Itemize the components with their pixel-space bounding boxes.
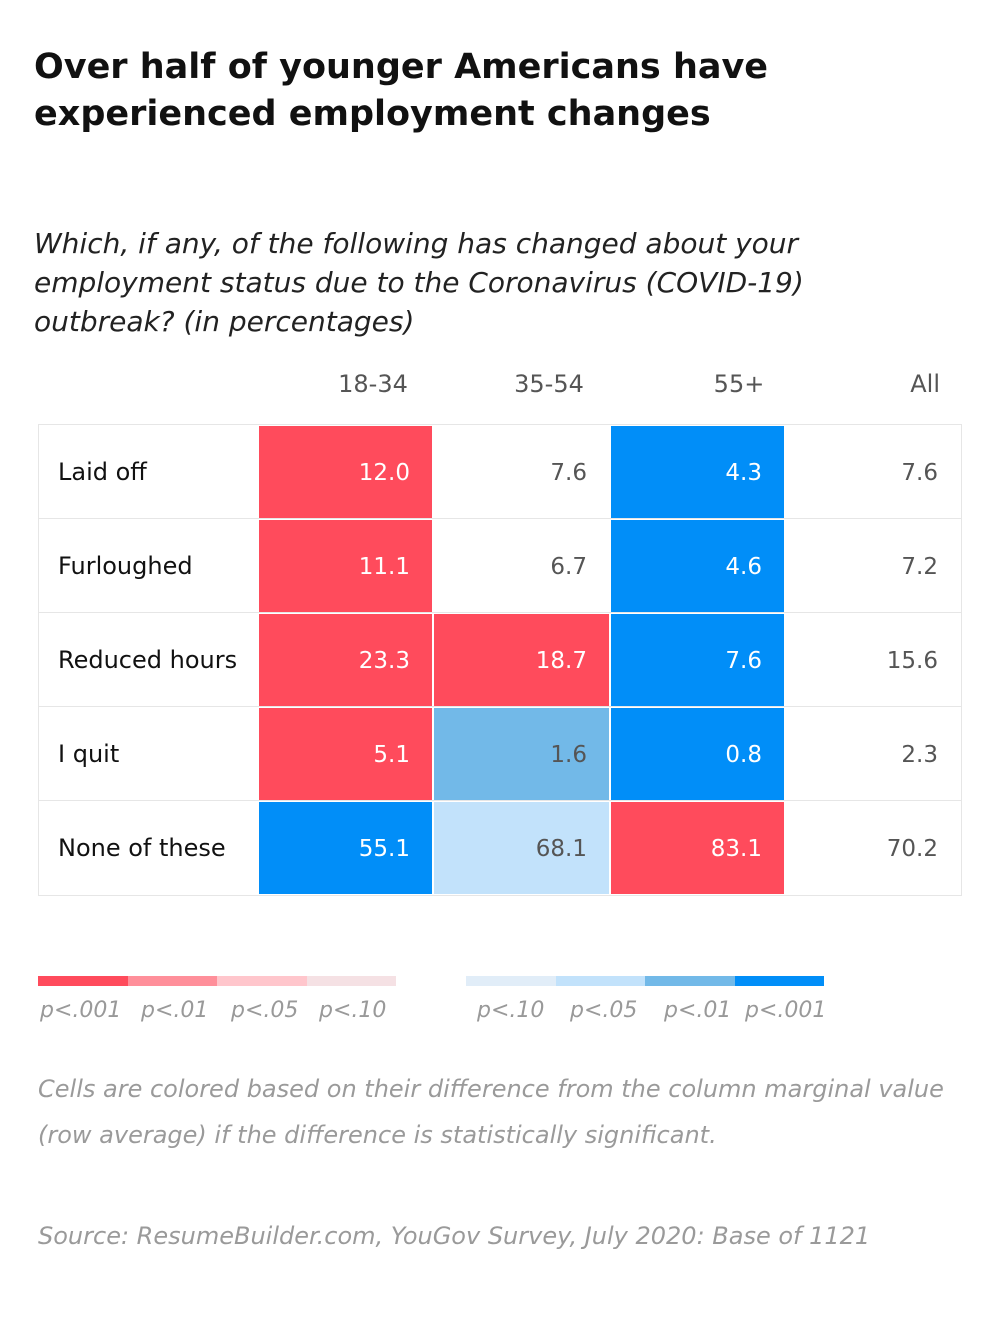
table-row: I quit 5.1 1.6 0.8 2.3	[38, 706, 962, 801]
table-cell: 0.8	[610, 707, 785, 801]
cell-value: 15.6	[886, 648, 938, 674]
cell-value: 1.6	[550, 742, 587, 768]
legend-swatch-blue	[645, 976, 735, 986]
chart-title: Over half of younger Americans have expe…	[34, 47, 769, 134]
legend-label: p<.05	[231, 998, 299, 1023]
cell-value: 18.7	[535, 648, 587, 674]
table-cell: 83.1	[610, 801, 785, 895]
table-cell: 5.1	[258, 707, 433, 801]
legend-label: p<.05	[570, 998, 638, 1023]
table-cell: 70.2	[785, 801, 961, 895]
legend-swatch-red	[306, 976, 396, 986]
cell-value: 4.6	[725, 554, 762, 580]
footnote: Cells are colored based on their differe…	[38, 1075, 944, 1149]
table-row: None of these 55.1 68.1 83.1 70.2	[38, 800, 962, 896]
cell-value: 83.1	[710, 836, 762, 862]
table-cell: 7.6	[785, 425, 961, 519]
column-header-3554: 35-54	[514, 370, 584, 398]
cell-value: 6.7	[550, 554, 587, 580]
table-cell: 4.3	[610, 425, 785, 519]
table-cell: 55.1	[258, 801, 433, 895]
table-cell: 18.7	[433, 613, 610, 707]
table-cell: 11.1	[258, 519, 433, 613]
legend-label: p<.01	[141, 998, 209, 1023]
table-left-border	[38, 424, 39, 896]
cell-value: 7.2	[901, 554, 938, 580]
cell-value: 68.1	[535, 836, 587, 862]
legend-label: p<.001	[745, 998, 827, 1023]
table-cell: 23.3	[258, 613, 433, 707]
legend-swatch-blue	[466, 976, 556, 986]
row-label: Furloughed	[58, 552, 193, 580]
row-label: I quit	[58, 740, 120, 768]
cell-value: 2.3	[901, 742, 938, 768]
table-cell: 4.6	[610, 519, 785, 613]
cell-value: 7.6	[550, 460, 587, 486]
table-cell: 68.1	[433, 801, 610, 895]
legend-label: p<.001	[40, 998, 122, 1023]
legend-swatch-red	[217, 976, 307, 986]
cell-value: 0.8	[725, 742, 762, 768]
cell-value: 12.0	[358, 460, 410, 486]
source-line: Source: ResumeBuilder.com, YouGov Survey…	[38, 1222, 871, 1250]
chart-subtitle: Which, if any, of the following has chan…	[34, 227, 804, 338]
row-label: Laid off	[58, 458, 147, 486]
legend-swatch-red	[38, 976, 128, 986]
cell-value: 23.3	[358, 648, 410, 674]
table-row: Reduced hours 23.3 18.7 7.6 15.6	[38, 612, 962, 707]
table-row: Laid off 12.0 7.6 4.3 7.6	[38, 424, 962, 519]
table-row: Furloughed 11.1 6.7 4.6 7.2	[38, 518, 962, 613]
table-cell: 2.3	[785, 707, 961, 801]
column-header-all: All	[910, 370, 940, 398]
significance-table: Laid off 12.0 7.6 4.3 7.6 Furloughed 11.1 6.7 4.…	[38, 424, 962, 896]
cell-value: 5.1	[373, 742, 410, 768]
table-cell: 1.6	[433, 707, 610, 801]
row-label: None of these	[58, 834, 226, 862]
table-cell: 15.6	[785, 613, 961, 707]
legend-swatch-blue	[555, 976, 645, 986]
table-cell: 7.2	[785, 519, 961, 613]
table-cell: 7.6	[433, 425, 610, 519]
legend-label: p<.10	[319, 998, 387, 1023]
cell-value: 4.3	[725, 460, 762, 486]
table-cell: 7.6	[610, 613, 785, 707]
cell-value: 7.6	[901, 460, 938, 486]
legend-label: p<.01	[664, 998, 732, 1023]
table-cell: 6.7	[433, 519, 610, 613]
table-cell: 12.0	[258, 425, 433, 519]
legend-swatch-red	[127, 976, 217, 986]
cell-value: 11.1	[358, 554, 410, 580]
legend-swatch-blue	[734, 976, 824, 986]
cell-value: 7.6	[725, 648, 762, 674]
cell-value: 70.2	[886, 836, 938, 862]
column-header-1834: 18-34	[338, 370, 408, 398]
row-label: Reduced hours	[58, 646, 238, 674]
cell-value: 55.1	[358, 836, 410, 862]
column-header-55: 55+	[713, 370, 765, 398]
legend-label: p<.10	[477, 998, 545, 1023]
table-right-border	[961, 424, 962, 896]
